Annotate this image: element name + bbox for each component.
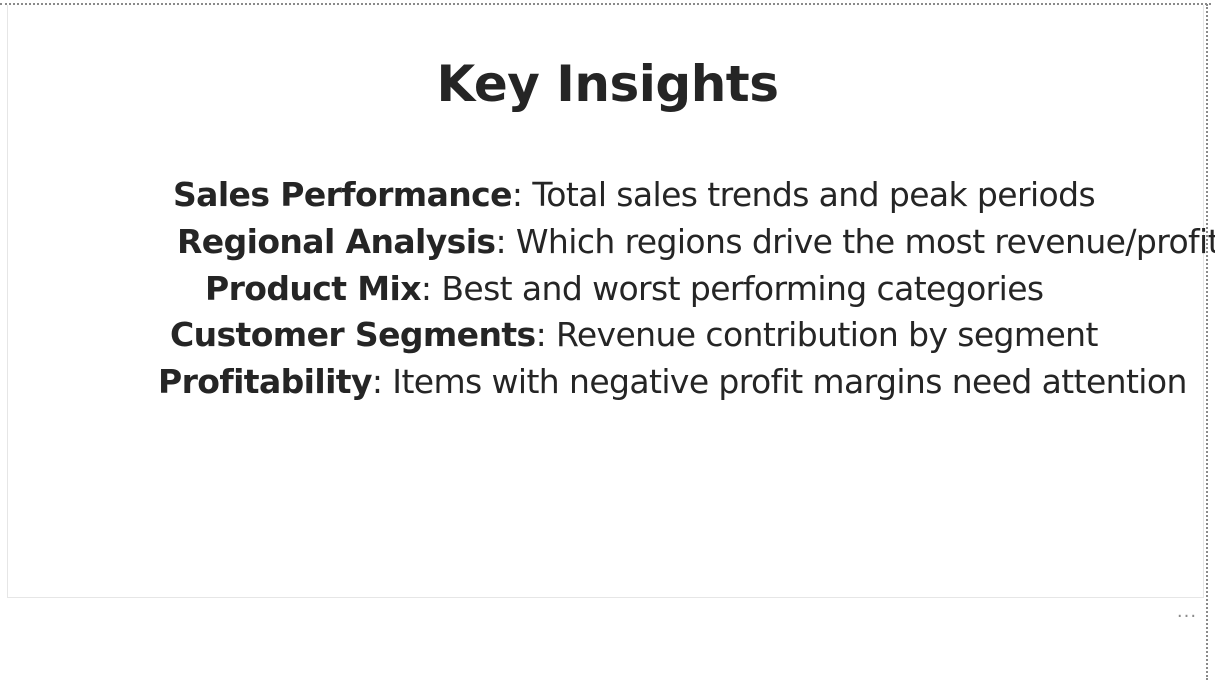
insight-text: Total sales trends and peak periods (522, 175, 1096, 214)
insight-text: Revenue contribution by segment (546, 315, 1098, 354)
insight-profitability: Profitability: Items with negative profi… (158, 359, 1187, 405)
insight-regional-analysis: Regional Analysis: Which regions drive t… (177, 219, 1215, 265)
more-options-icon[interactable]: ··· (1176, 606, 1198, 627)
insight-text: Best and worst performing categories (431, 269, 1044, 308)
insight-separator: : (511, 175, 523, 214)
text-box-visual[interactable] (7, 5, 1204, 598)
insight-text: Which regions drive the most revenue/pro… (506, 222, 1215, 261)
page-title: Key Insights (436, 55, 779, 113)
insight-term: Product Mix (205, 269, 422, 308)
insight-term: Profitability (158, 362, 372, 401)
insight-term: Regional Analysis (177, 222, 496, 261)
insight-customer-segments: Customer Segments: Revenue contribution … (170, 312, 1098, 358)
insight-text: Items with negative profit margins need … (382, 362, 1187, 401)
insight-sales-performance: Sales Performance: Total sales trends an… (173, 172, 1096, 218)
insight-separator: : (495, 222, 507, 261)
selection-border-right (1206, 4, 1208, 680)
insight-term: Sales Performance (173, 175, 513, 214)
insight-product-mix: Product Mix: Best and worst performing c… (205, 266, 1044, 312)
insight-separator: : (420, 269, 432, 308)
selection-border-top (0, 3, 1211, 5)
insight-term: Customer Segments (170, 315, 536, 354)
insight-separator: : (535, 315, 547, 354)
insight-separator: : (371, 362, 383, 401)
